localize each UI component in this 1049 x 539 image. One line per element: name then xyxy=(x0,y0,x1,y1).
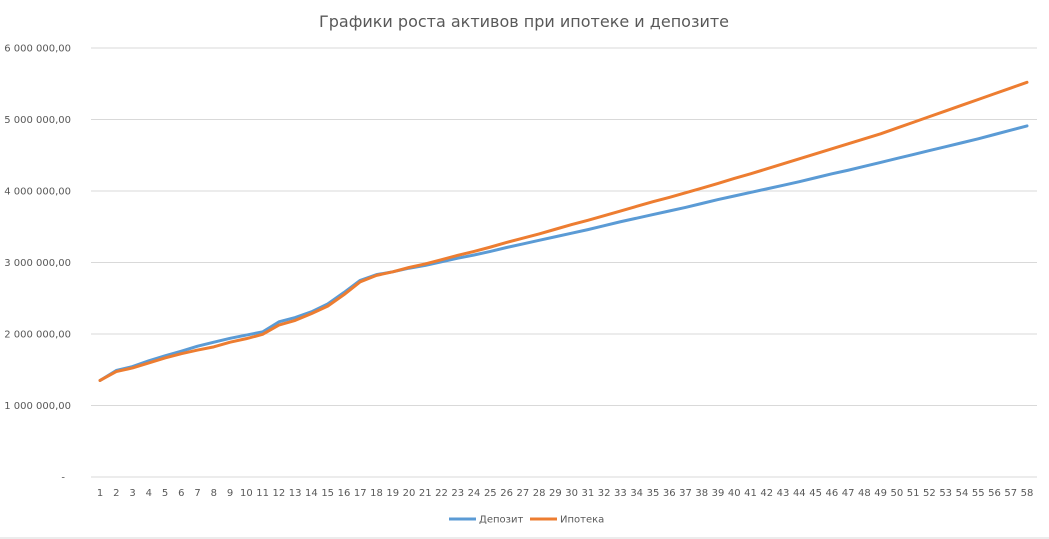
x-tick-label: 38 xyxy=(695,488,708,499)
x-tick-label: 12 xyxy=(273,488,286,499)
x-tick-label: 34 xyxy=(630,488,643,499)
legend: Депозит Ипотека xyxy=(449,515,604,526)
x-tick-label: 57 xyxy=(1004,488,1017,499)
x-tick-label: 8 xyxy=(211,488,217,499)
x-axis-tick-labels: 1 2 3 4 5 6 7 8 9 10 11 12 13 14 15 16 17 18 19 20 21 22 23 24 2… xyxy=(97,488,1034,499)
x-tick-label: 45 xyxy=(809,488,822,499)
x-tick-label: 41 xyxy=(744,488,757,499)
legend-label-deposit: Депозит xyxy=(479,515,523,526)
x-tick-label: 47 xyxy=(842,488,855,499)
gridlines xyxy=(91,47,1037,478)
x-tick-label: 39 xyxy=(712,488,725,499)
x-tick-label: 28 xyxy=(533,488,546,499)
x-tick-label: 7 xyxy=(194,488,200,499)
x-tick-label: 33 xyxy=(614,488,627,499)
y-tick-label: 1 000 000,00 xyxy=(4,401,71,412)
x-tick-label: 21 xyxy=(419,488,432,499)
x-tick-label: 24 xyxy=(468,488,481,499)
x-tick-label: 9 xyxy=(227,488,233,499)
x-tick-label: 5 xyxy=(162,488,168,499)
x-tick-label: 56 xyxy=(988,488,1001,499)
y-tick-label: 4 000 000,00 xyxy=(4,187,71,198)
x-tick-label: 54 xyxy=(956,488,969,499)
x-tick-label: 52 xyxy=(923,488,936,499)
x-tick-label: 36 xyxy=(663,488,676,499)
x-tick-label: 31 xyxy=(582,488,595,499)
x-tick-label: 51 xyxy=(907,488,920,499)
x-tick-label: 10 xyxy=(240,488,253,499)
x-tick-label: 37 xyxy=(679,488,692,499)
y-tick-label: 3 000 000,00 xyxy=(4,258,71,269)
x-tick-label: 49 xyxy=(874,488,887,499)
x-tick-label: 22 xyxy=(435,488,448,499)
x-tick-label: 4 xyxy=(146,488,152,499)
x-tick-label: 35 xyxy=(647,488,660,499)
x-tick-label: 2 xyxy=(113,488,119,499)
x-tick-label: 30 xyxy=(565,488,578,499)
x-tick-label: 27 xyxy=(516,488,529,499)
x-tick-label: 46 xyxy=(825,488,838,499)
y-tick-label: 6 000 000,00 xyxy=(4,44,71,55)
x-tick-label: 40 xyxy=(728,488,741,499)
x-tick-label: 42 xyxy=(760,488,773,499)
chart-title: Графики роста активов при ипотеке и депо… xyxy=(319,12,729,31)
x-tick-label: 23 xyxy=(451,488,464,499)
x-tick-label: 48 xyxy=(858,488,871,499)
y-tick-label: 5 000 000,00 xyxy=(4,115,71,126)
x-tick-label: 18 xyxy=(370,488,383,499)
x-tick-label: 19 xyxy=(386,488,399,499)
x-tick-label: 53 xyxy=(939,488,952,499)
y-axis-tick-labels: - 1 000 000,00 2 000 000,00 3 000 000,00 4 0… xyxy=(4,44,71,484)
x-tick-label: 44 xyxy=(793,488,806,499)
x-tick-label: 29 xyxy=(549,488,562,499)
series-lines xyxy=(98,80,1029,382)
x-tick-label: 1 xyxy=(97,488,103,499)
x-tick-label: 17 xyxy=(354,488,367,499)
x-tick-label: 32 xyxy=(598,488,611,499)
x-tick-label: 55 xyxy=(972,488,985,499)
x-tick-label: 58 xyxy=(1021,488,1034,499)
x-tick-label: 43 xyxy=(777,488,790,499)
x-tick-label: 50 xyxy=(891,488,904,499)
x-tick-label: 20 xyxy=(403,488,416,499)
series-line-mortgage xyxy=(98,80,1029,382)
x-tick-label: 6 xyxy=(178,488,184,499)
x-tick-label: 25 xyxy=(484,488,497,499)
x-tick-label: 16 xyxy=(338,488,351,499)
x-tick-label: 15 xyxy=(321,488,334,499)
y-tick-label: 2 000 000,00 xyxy=(4,330,71,341)
series-line-deposit xyxy=(98,124,1029,382)
y-tick-label: - xyxy=(61,473,65,484)
x-tick-label: 11 xyxy=(256,488,269,499)
x-tick-label: 26 xyxy=(500,488,513,499)
legend-label-mortgage: Ипотека xyxy=(560,515,604,526)
x-tick-label: 3 xyxy=(129,488,135,499)
x-tick-label: 14 xyxy=(305,488,318,499)
x-tick-label: 13 xyxy=(289,488,302,499)
